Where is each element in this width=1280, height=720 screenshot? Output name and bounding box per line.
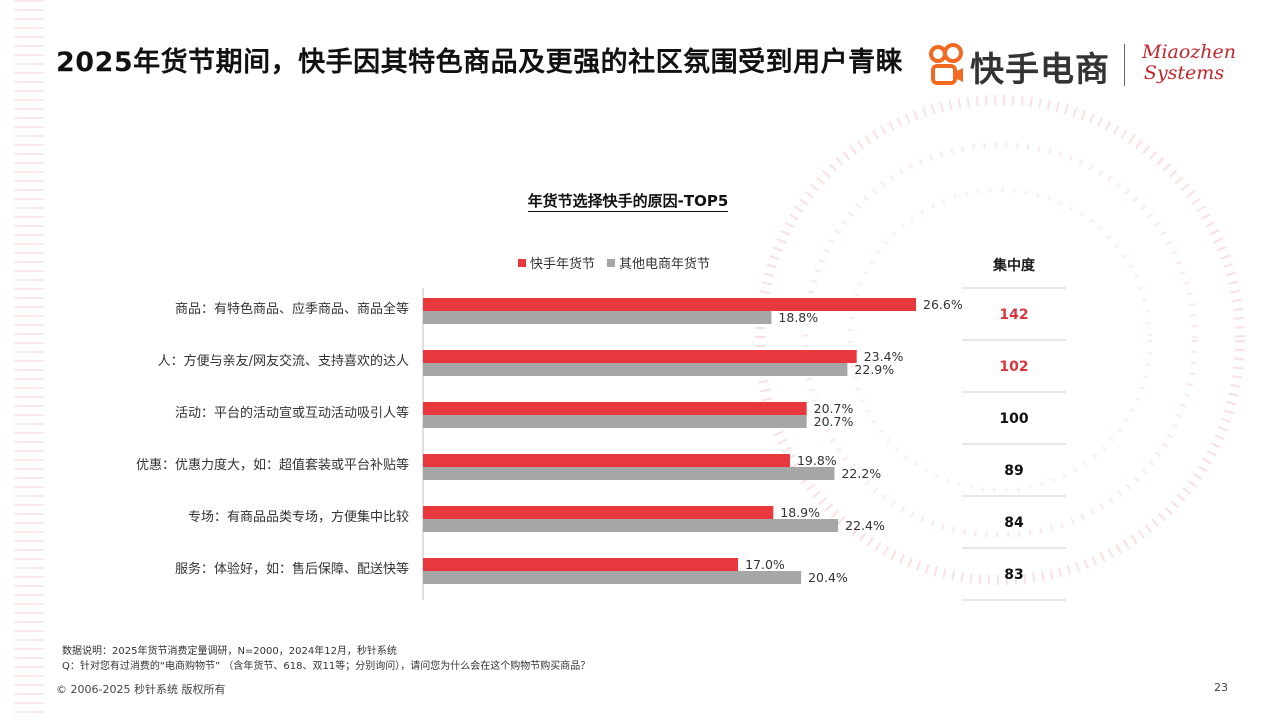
concentration-value: 89 <box>1004 463 1023 479</box>
miaozhen-logo: Miaozhen Systems <box>1142 41 1237 84</box>
data-label-kuaishou: 23.4% <box>864 349 904 364</box>
concentration-header: 集中度 <box>993 258 1035 274</box>
bar-other <box>423 415 807 428</box>
data-label-kuaishou: 18.9% <box>780 505 820 520</box>
chart-legend: 快手年货节 其他电商年货节 <box>518 253 710 272</box>
bar-kuaishou <box>423 350 857 363</box>
concentration-value: 142 <box>999 307 1028 323</box>
bar-other <box>423 311 772 324</box>
copyright: © 2006-2025 秒针系统 版权所有 <box>56 683 226 696</box>
data-label-kuaishou: 17.0% <box>745 557 785 572</box>
concentration-value: 83 <box>1004 567 1023 583</box>
footnote-question: Q：针对您有过消费的“电商购物节” （含年货节、618、双11等；分别询问），请… <box>62 661 591 672</box>
page-number: 23 <box>1214 681 1228 694</box>
brand-name: 快手电商 <box>970 50 1110 90</box>
data-label-other: 20.4% <box>808 570 848 585</box>
concentration-value: 84 <box>1004 515 1024 531</box>
data-label-other: 22.2% <box>841 466 881 481</box>
chart-title: 年货节选择快手的原因-TOP5 <box>0 190 1256 212</box>
data-label-kuaishou: 20.7% <box>814 401 854 416</box>
data-label-other: 22.9% <box>854 362 894 377</box>
decorative-stripes-left <box>14 0 44 720</box>
page-title: 2025年货节期间，快手因其特色商品及更强的社区氛围受到用户青睐 <box>56 47 904 78</box>
category-label: 优惠：优惠力度大，如：超值套装或平台补贴等 <box>136 457 409 473</box>
concentration-value: 102 <box>999 359 1028 375</box>
kuaishou-logo-icon <box>929 43 963 85</box>
data-label-kuaishou: 26.6% <box>923 297 963 312</box>
bar-kuaishou <box>423 402 807 415</box>
bar-kuaishou <box>423 454 790 467</box>
footnote-data-source: 数据说明：2025年货节消费定量调研，N=2000，2024年12月，秒针系统 <box>62 646 397 657</box>
legend-label-kuaishou: 快手年货节 <box>530 257 596 272</box>
bar-other <box>423 467 835 480</box>
data-label-kuaishou: 19.8% <box>797 453 837 468</box>
bar-other <box>423 571 802 584</box>
bar-kuaishou <box>423 506 774 519</box>
category-label: 活动：平台的活动宣或互动活动吸引人等 <box>175 405 409 421</box>
category-label: 专场：有商品品类专场，方便集中比较 <box>188 509 409 525</box>
bar-other <box>423 519 839 532</box>
bar-kuaishou <box>423 558 739 571</box>
bar-kuaishou <box>423 298 916 311</box>
legend-item-other: 其他电商年货节 <box>607 253 710 272</box>
category-label: 商品：有特色商品、应季商品、商品全等 <box>175 301 409 317</box>
category-label: 服务：体验好，如：售后保障、配送快等 <box>175 561 409 577</box>
miaozhen-logo-line2: Systems <box>1143 62 1225 84</box>
miaozhen-logo-line1: Miaozhen <box>1142 41 1237 63</box>
concentration-value: 100 <box>999 411 1028 427</box>
category-label: 人：方便与亲友/网友交流、支持喜欢的达人 <box>158 353 409 369</box>
legend-item-kuaishou: 快手年货节 <box>518 253 595 272</box>
brand-divider <box>1124 44 1125 86</box>
chart-title-text: 年货节选择快手的原因-TOP5 <box>527 192 729 212</box>
brand-logos: 快手电商 Miaozhen Systems <box>928 40 1237 94</box>
bar-other <box>423 363 848 376</box>
legend-swatch-other <box>607 258 616 267</box>
data-label-other: 20.7% <box>814 414 854 429</box>
legend-label-other: 其他电商年货节 <box>619 257 711 272</box>
data-label-other: 22.4% <box>845 518 885 533</box>
legend-swatch-kuaishou <box>518 258 526 267</box>
data-label-other: 18.8% <box>778 310 818 325</box>
